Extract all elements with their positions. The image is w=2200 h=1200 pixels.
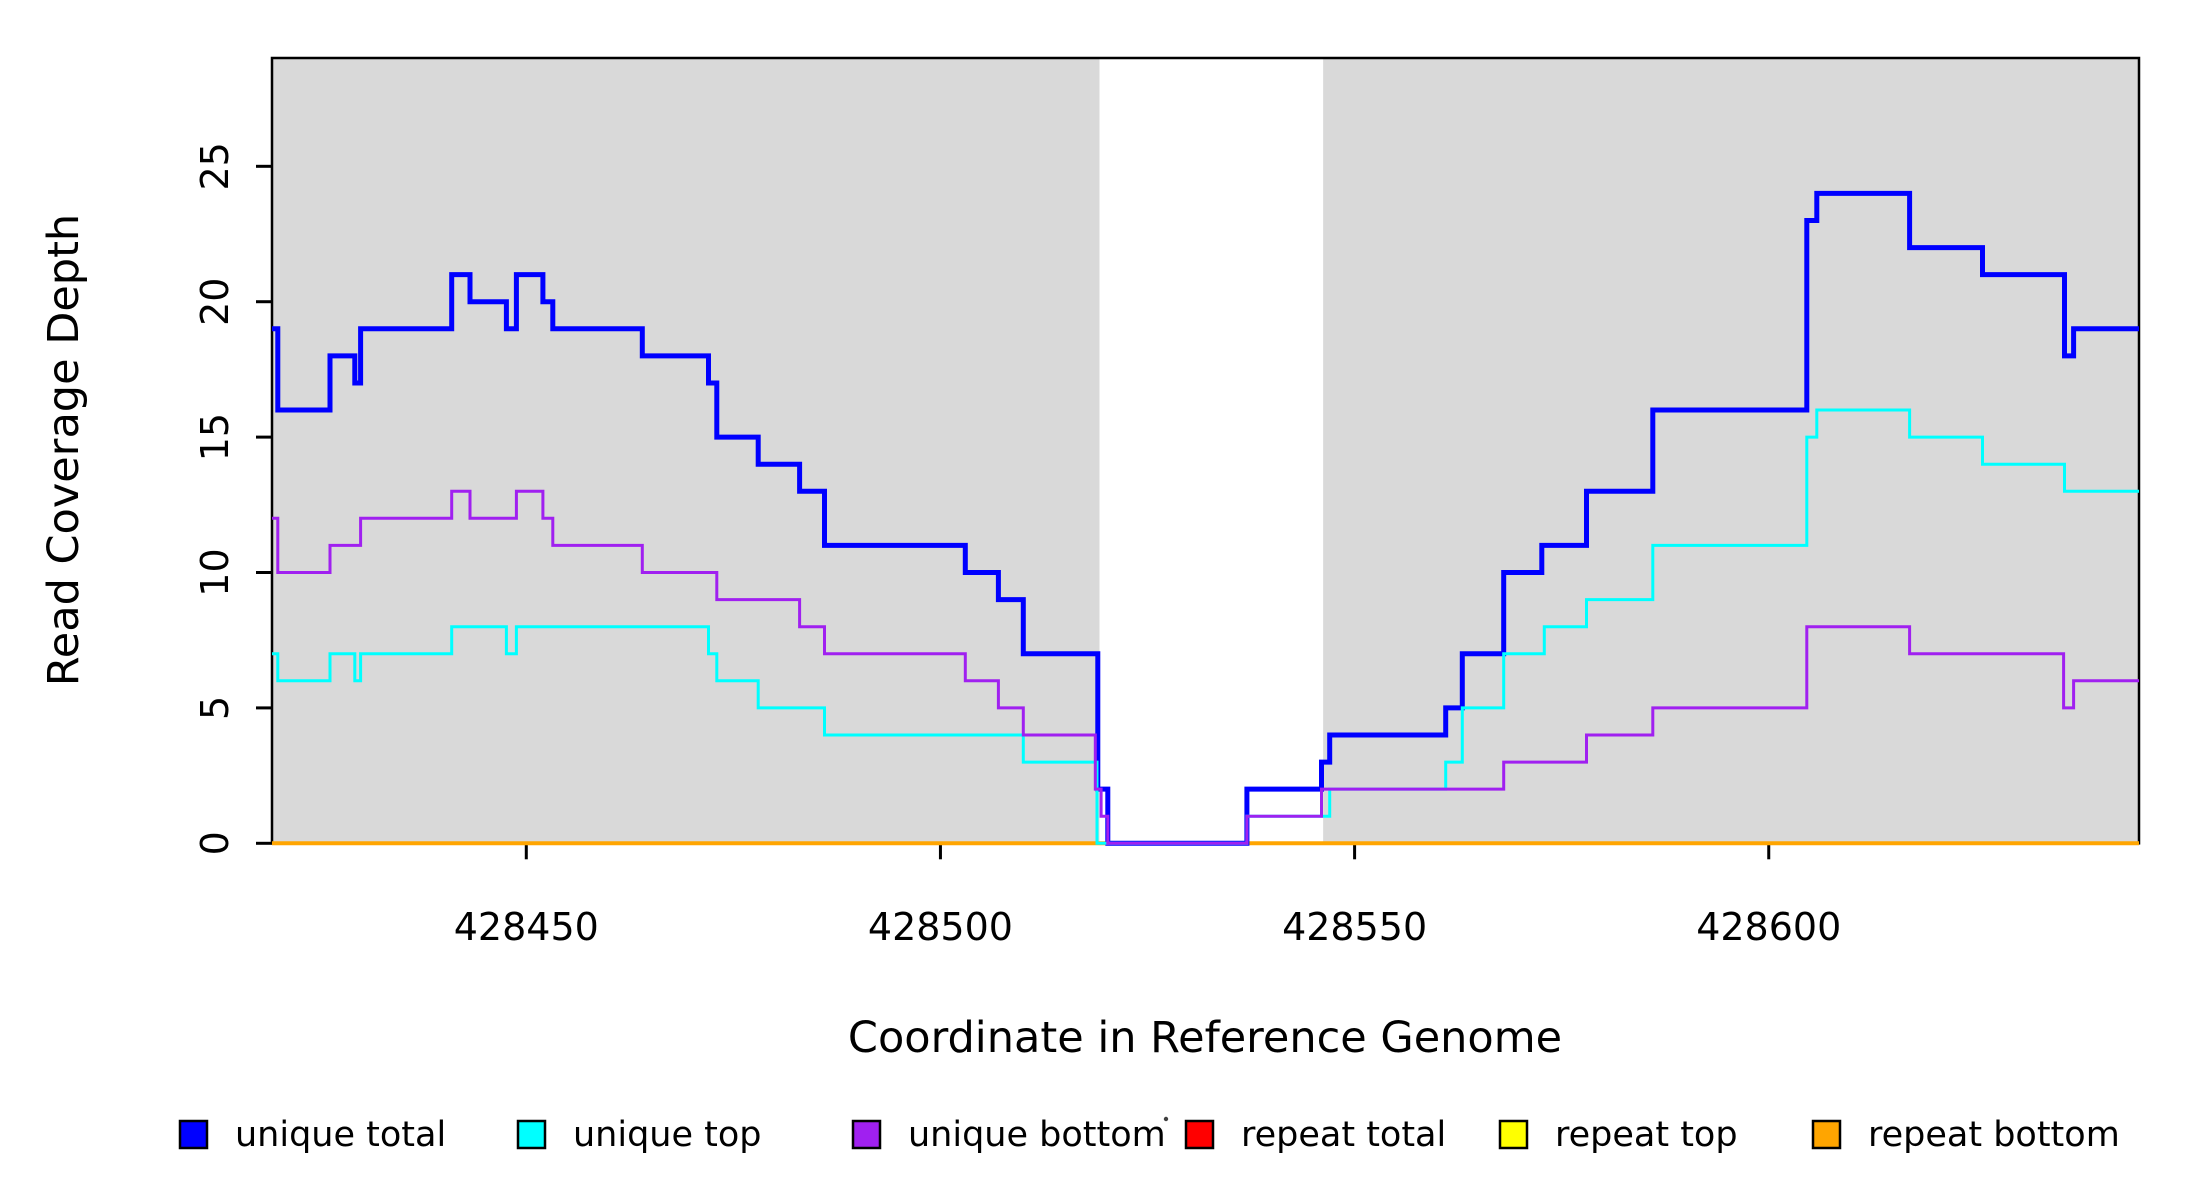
series-unique-total — [272, 190, 2139, 846]
legend-swatch-repeat-total — [1184, 1119, 1215, 1150]
legend-item-unique-top: unique top — [516, 1115, 762, 1155]
shaded-regions-layer — [272, 58, 2139, 844]
legend-label-unique-bottom: unique bottom — [908, 1115, 1166, 1155]
y-tick-label-5: 5 — [193, 696, 237, 720]
axis-ticks-layer — [256, 164, 1771, 860]
legend-swatch-repeat-top — [1498, 1119, 1529, 1150]
data-series-layer — [272, 190, 2139, 846]
legend-label-repeat-total: repeat total — [1241, 1115, 1446, 1155]
legend-swatch-repeat-bottom — [1811, 1119, 1842, 1150]
legend-label-unique-total: unique total — [235, 1115, 446, 1155]
y-tick-label-10: 10 — [193, 548, 237, 596]
legend-swatch-unique-total — [178, 1119, 209, 1150]
tick-labels-layer: 428450 428500 428550 428600 0 5 10 15 20 25 — [193, 142, 1841, 949]
legend-swatch-unique-top — [516, 1119, 547, 1150]
shaded-region-1 — [272, 58, 1100, 844]
y-axis-title: Read Coverage Depth — [39, 214, 89, 686]
x-tick-label-428550: 428550 — [1282, 905, 1427, 949]
legend-swatch-unique-bottom — [851, 1119, 882, 1150]
y-tick-label-20: 20 — [193, 278, 237, 326]
y-tick-label-25: 25 — [193, 142, 237, 190]
shaded-region-2 — [1323, 58, 2139, 844]
legend-item-unique-total: unique total — [178, 1115, 446, 1155]
legend-item-repeat-bottom: repeat bottom — [1811, 1115, 2120, 1155]
stray-mark — [1163, 1116, 1169, 1122]
y-tick-label-15: 15 — [193, 413, 237, 461]
legend-item-repeat-top: repeat top — [1498, 1115, 1738, 1155]
legend-item-repeat-total: repeat total — [1184, 1115, 1446, 1155]
series-unique-bottom — [272, 489, 2139, 845]
legend-label-repeat-bottom: repeat bottom — [1868, 1115, 2120, 1155]
x-tick-label-428600: 428600 — [1696, 905, 1841, 949]
x-tick-label-428450: 428450 — [454, 905, 599, 949]
x-axis-title: Coordinate in Reference Genome — [848, 1013, 1562, 1063]
legend-label-unique-top: unique top — [573, 1115, 762, 1155]
legend-label-repeat-top: repeat top — [1555, 1115, 1738, 1155]
legend-item-unique-bottom: unique bottom — [851, 1115, 1166, 1155]
x-tick-label-428500: 428500 — [868, 905, 1013, 949]
legend: unique total unique top unique bottom repea… — [178, 1115, 2120, 1155]
y-tick-label-0: 0 — [193, 831, 237, 855]
